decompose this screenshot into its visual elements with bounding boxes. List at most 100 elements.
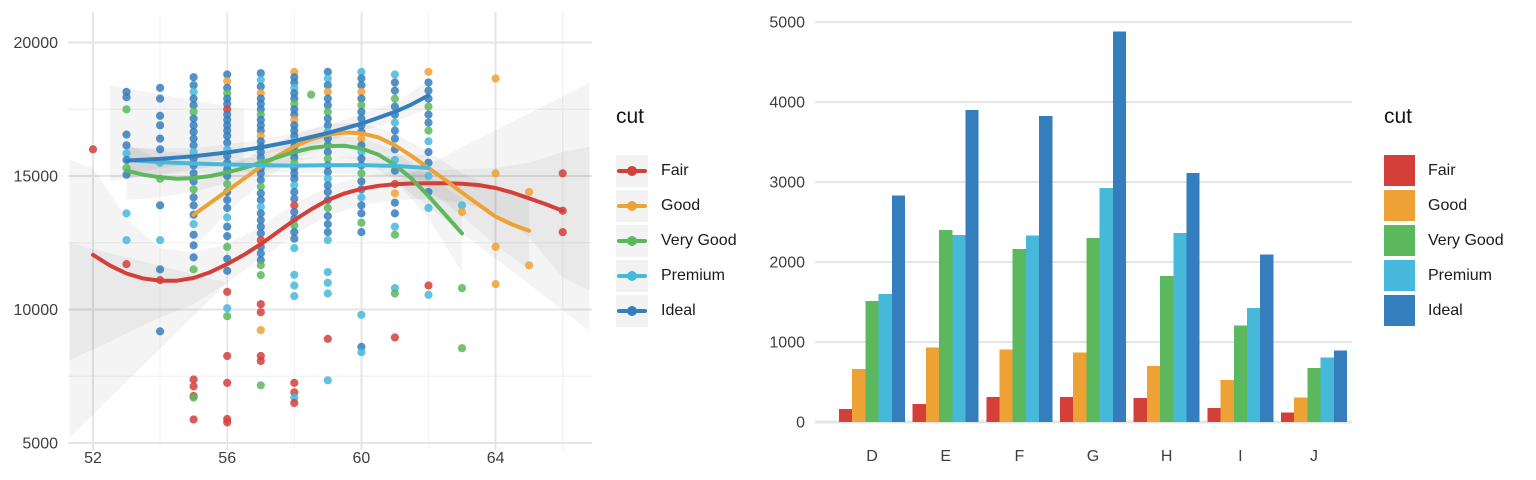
scatter-point bbox=[256, 169, 265, 178]
scatter-point bbox=[323, 107, 332, 116]
scatter-point bbox=[189, 101, 198, 110]
scatter-point bbox=[189, 230, 198, 239]
scatter-point bbox=[323, 174, 332, 183]
bar-J-very-good bbox=[1307, 367, 1321, 422]
scatter-point bbox=[122, 93, 131, 102]
scatter-point bbox=[424, 290, 433, 299]
y-tick-label: 1000 bbox=[769, 335, 805, 352]
scatter-point bbox=[189, 114, 198, 123]
scatter-point bbox=[256, 326, 265, 335]
scatter-point bbox=[256, 356, 265, 366]
scatter-point bbox=[189, 94, 198, 103]
scatter-point bbox=[357, 81, 366, 90]
scatter-point bbox=[223, 131, 232, 140]
legend-label: Premium bbox=[661, 267, 726, 284]
scatter-point bbox=[390, 102, 399, 111]
scatter-point bbox=[256, 82, 265, 91]
scatter-point bbox=[323, 154, 332, 163]
scatter-point bbox=[290, 234, 299, 243]
scatter-point bbox=[424, 203, 433, 213]
scatter-point bbox=[256, 381, 265, 390]
smooth-line-very-good bbox=[124, 143, 464, 236]
legend-item-very-good: Very Good bbox=[1384, 225, 1504, 256]
axis-labels: 5000 10000 15000 20000 52 56 60 64 bbox=[14, 35, 505, 467]
bar-D-very-good bbox=[865, 301, 879, 422]
scatter-point bbox=[256, 195, 265, 205]
scatter-point bbox=[223, 242, 232, 251]
y-tick-label: 10000 bbox=[14, 302, 59, 319]
scatter-point bbox=[290, 187, 299, 197]
scatter-point bbox=[122, 130, 131, 139]
scatter-point bbox=[189, 81, 198, 90]
legend-item-premium: Premium bbox=[1384, 260, 1504, 291]
scatter-point bbox=[122, 260, 131, 269]
scatter-point bbox=[189, 73, 198, 82]
scatter-point bbox=[256, 189, 265, 198]
bar-I-ideal bbox=[1260, 254, 1274, 422]
bar-plot-svg: 0 1000 2000 3000 4000 5000 D E F G H I J bbox=[769, 15, 1352, 466]
scatter-point bbox=[223, 179, 232, 189]
scatter-point bbox=[156, 83, 165, 92]
legend-label: Fair bbox=[661, 162, 689, 179]
scatter-point bbox=[323, 87, 332, 96]
bar-I-very-good bbox=[1233, 325, 1247, 422]
scatter-point bbox=[189, 107, 198, 116]
x-tick-label: J bbox=[1310, 448, 1318, 465]
bar-G-premium bbox=[1099, 188, 1113, 422]
scatter-point bbox=[122, 141, 131, 150]
x-tick-label: I bbox=[1238, 448, 1242, 465]
x-tick-label: 52 bbox=[84, 450, 102, 467]
legend-item-ideal: Ideal bbox=[1384, 295, 1504, 326]
scatter-point bbox=[323, 187, 332, 197]
ci-ribbon-very-good bbox=[126, 135, 462, 273]
scatter-point bbox=[156, 201, 165, 210]
legend-swatch-icon bbox=[1384, 225, 1415, 256]
scatter-point bbox=[256, 261, 265, 270]
scatter-point bbox=[189, 253, 198, 262]
bar-E-premium bbox=[952, 235, 966, 422]
scatter-point bbox=[223, 232, 232, 241]
scatter-point bbox=[189, 134, 198, 143]
scatter-point bbox=[424, 110, 433, 119]
scatter-point bbox=[323, 74, 332, 83]
scatter-point bbox=[558, 228, 567, 237]
scatter-point bbox=[189, 127, 198, 136]
legend-swatch-icon bbox=[1384, 155, 1415, 186]
scatter-point bbox=[457, 207, 467, 217]
scatter-point bbox=[357, 74, 366, 83]
scatter-point bbox=[256, 249, 265, 258]
legend-item-fair: Fair bbox=[1384, 155, 1504, 186]
scatter-point bbox=[189, 393, 198, 402]
scatter-point bbox=[357, 94, 366, 103]
smooth-line-premium bbox=[124, 158, 431, 170]
bar-J-premium bbox=[1320, 357, 1334, 422]
bar-F-good bbox=[999, 349, 1013, 422]
scatter-point bbox=[323, 147, 332, 157]
scatter-point bbox=[290, 194, 299, 203]
legend-label: Very Good bbox=[661, 232, 737, 249]
scatter-point bbox=[323, 181, 332, 190]
scatter-point bbox=[223, 203, 232, 213]
legend-key-line-dot-icon bbox=[616, 190, 648, 222]
scatter-point bbox=[491, 169, 500, 178]
scatter-point bbox=[558, 169, 567, 178]
bar-E-ideal bbox=[965, 109, 979, 423]
scatter-point bbox=[357, 193, 366, 202]
scatter-point bbox=[88, 145, 98, 154]
scatter-point bbox=[256, 308, 265, 317]
scatter-point bbox=[256, 75, 265, 84]
axis-labels: 0 1000 2000 3000 4000 5000 D E F G H I J bbox=[769, 15, 1318, 466]
legend-items: Fair Good Very Good Premium Ideal bbox=[616, 155, 737, 327]
scatter-point bbox=[156, 236, 165, 245]
x-tick-label: H bbox=[1161, 448, 1173, 465]
scatter-point bbox=[424, 86, 433, 95]
scatter-point bbox=[189, 241, 198, 250]
legend-label: Good bbox=[1428, 196, 1468, 214]
scatter-point bbox=[357, 87, 366, 96]
y-tick-label: 0 bbox=[796, 415, 805, 432]
scatter-point bbox=[189, 415, 198, 424]
scatter-point bbox=[390, 86, 399, 95]
scatter-point bbox=[357, 169, 366, 178]
scatter-point bbox=[390, 289, 399, 298]
